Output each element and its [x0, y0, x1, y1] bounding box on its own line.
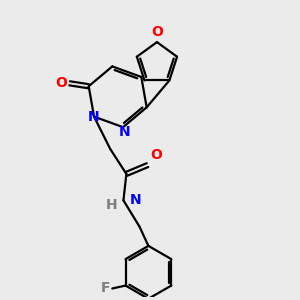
Text: N: N [119, 124, 130, 139]
Text: H: H [106, 198, 118, 212]
Text: O: O [150, 148, 162, 162]
Text: F: F [100, 281, 110, 296]
Text: O: O [151, 25, 163, 39]
Text: N: N [88, 110, 100, 124]
Text: N: N [129, 194, 141, 207]
Text: O: O [55, 76, 67, 90]
